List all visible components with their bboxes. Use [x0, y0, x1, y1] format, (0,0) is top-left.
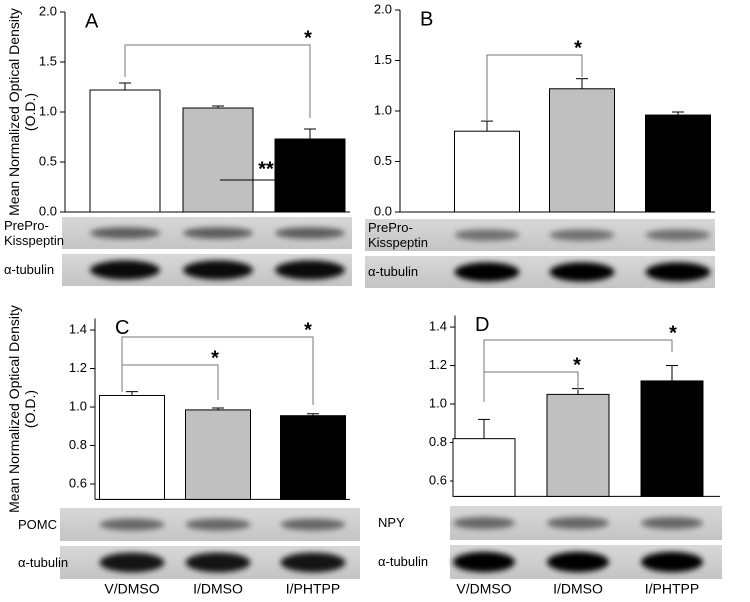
y-tick-label: 0.0 — [374, 203, 392, 218]
blot-label: NPY — [378, 515, 405, 530]
y-tick-label: 0.5 — [374, 153, 392, 168]
bracket — [483, 339, 673, 402]
significance: * — [573, 354, 581, 376]
blot-label: POMC — [18, 516, 57, 532]
bar — [640, 380, 704, 497]
bar — [182, 107, 254, 213]
blot-band — [90, 260, 160, 280]
blot-band — [645, 262, 711, 282]
y-tick-label: 0.6 — [429, 472, 447, 487]
bracket — [121, 364, 219, 400]
y-tick-label: 0.5 — [39, 153, 57, 168]
y-tick-label: 2.0 — [374, 1, 392, 16]
bracket — [124, 44, 311, 118]
blot-band — [275, 227, 345, 239]
blot-band — [183, 227, 253, 239]
x-tick-label: I/PHTPP — [645, 581, 699, 597]
y-tick-label: 1.2 — [69, 360, 87, 375]
blot-band — [99, 518, 165, 531]
blot-band — [280, 552, 346, 573]
blot-band — [645, 229, 711, 241]
blot-band — [454, 229, 520, 241]
y-tick-label: 0.0 — [39, 203, 57, 218]
blot-band — [641, 516, 703, 530]
blot-band — [453, 551, 515, 573]
bracket — [486, 54, 583, 120]
y-tick-label: 1.5 — [374, 52, 392, 67]
y-tick-label: 1.5 — [39, 53, 57, 68]
bar — [274, 138, 346, 213]
blot-band — [453, 516, 515, 530]
blot-label: α-tubulin — [18, 554, 69, 570]
significance: * — [669, 322, 677, 344]
significance: ** — [258, 158, 274, 180]
y-tick-label: 1.0 — [69, 398, 87, 413]
blot-label: PrePro-Kisspeptin — [4, 218, 64, 248]
blot-label: α-tubulin — [4, 262, 55, 277]
bar — [280, 415, 346, 500]
y-tick-label: 0.8 — [429, 434, 447, 449]
x-tick-label: V/DMSO — [456, 581, 511, 597]
bar — [546, 393, 610, 497]
y-tick-label: 1.0 — [39, 103, 57, 118]
blot-band — [90, 227, 160, 239]
significance: * — [211, 347, 219, 369]
blot-band — [641, 551, 703, 573]
blot-label: α-tubulin — [368, 264, 419, 279]
significance: * — [304, 319, 312, 341]
x-tick-label: V/DMSO — [104, 581, 159, 597]
x-tick-label: I/DMSO — [193, 581, 243, 597]
blot-band — [275, 260, 345, 280]
blot-band — [99, 552, 165, 573]
y-tick-label: 1.4 — [429, 318, 447, 333]
y-tick-label: 0.8 — [69, 437, 87, 452]
panel-label: A — [85, 10, 99, 32]
blot-band — [454, 262, 520, 282]
blot-label: α-tubulin — [378, 554, 429, 569]
y-tick-label: 1.2 — [429, 357, 447, 372]
bar — [454, 130, 520, 213]
x-tick-label: I/DMSO — [553, 581, 603, 597]
bar — [645, 114, 711, 213]
panel-label: D — [475, 314, 489, 336]
y-tick-label: 2.0 — [39, 3, 57, 18]
bar — [549, 88, 615, 213]
y-axis-label: Mean Normalized Optical Density (O.D.) — [6, 8, 38, 216]
significance: * — [304, 27, 312, 49]
blot-band — [547, 551, 609, 573]
y-tick-label: 1.0 — [429, 395, 447, 410]
blot-band — [183, 260, 253, 280]
significance: * — [574, 37, 582, 59]
blot-band — [549, 262, 615, 282]
bar — [185, 409, 251, 500]
y-tick-label: 1.0 — [374, 102, 392, 117]
bar — [452, 438, 516, 497]
blot-band — [185, 552, 251, 573]
blot-band — [280, 518, 346, 531]
bar — [89, 89, 161, 213]
panel-label: B — [420, 8, 433, 30]
y-tick-label: 1.4 — [69, 321, 87, 336]
blot-band — [549, 229, 615, 241]
blot-label: PrePro-Kisspeptin — [368, 220, 428, 250]
blot-band — [185, 518, 251, 531]
bracket — [483, 371, 579, 402]
panel-label: C — [115, 317, 129, 339]
bar — [99, 394, 165, 500]
y-tick-label: 0.6 — [69, 475, 87, 490]
x-tick-label: I/PHTPP — [286, 581, 340, 597]
blot-band — [547, 516, 609, 530]
y-axis-label: Mean Normalized Optical Density (O.D.) — [6, 305, 38, 513]
